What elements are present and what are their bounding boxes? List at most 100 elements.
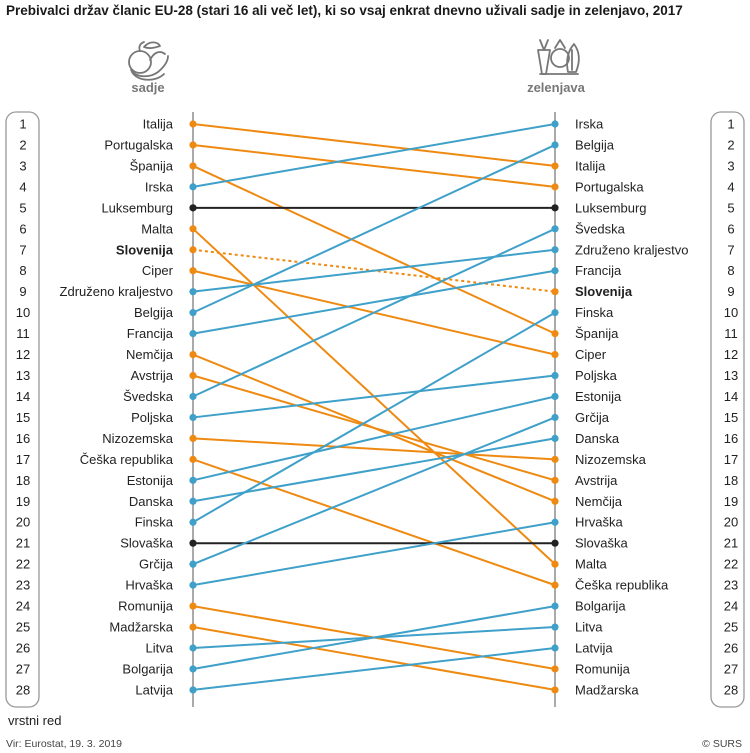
left-point-francija bbox=[189, 330, 197, 338]
right-country-label: Latvija bbox=[575, 641, 613, 656]
left-rank-number: 22 bbox=[16, 557, 30, 572]
left-country-label: Avstrija bbox=[131, 368, 174, 383]
right-point-avstrija bbox=[551, 476, 559, 484]
left-point-malta bbox=[189, 225, 197, 233]
right-point-svedska bbox=[551, 225, 559, 233]
right-point-madzarska bbox=[551, 686, 559, 694]
right-country-label: Hrvaška bbox=[575, 515, 623, 530]
left-country-label: Bolgarija bbox=[122, 661, 173, 676]
right-country-label: Združeno kraljestvo bbox=[575, 242, 688, 257]
left-point-nizozemska bbox=[189, 434, 197, 442]
right-country-label: Malta bbox=[575, 557, 608, 572]
slope-line-svedska bbox=[192, 227, 556, 398]
right-rank-number: 27 bbox=[724, 661, 738, 676]
right-country-label: Italija bbox=[575, 158, 606, 173]
left-country-label: Hrvaška bbox=[125, 578, 173, 593]
left-point-ceska-republika bbox=[189, 455, 197, 463]
left-rank-number: 14 bbox=[16, 389, 30, 404]
left-rank-number: 11 bbox=[16, 326, 30, 341]
right-column-header: zelenjava bbox=[527, 80, 586, 95]
left-country-label: Slovenija bbox=[116, 242, 174, 257]
left-country-label: Portugalska bbox=[104, 137, 173, 152]
right-point-grcija bbox=[551, 413, 559, 422]
left-point-italija bbox=[189, 120, 197, 128]
copyright: © SURS bbox=[702, 738, 742, 750]
chart-title: Prebivalci držav članic EU-28 (stari 16 … bbox=[6, 3, 683, 18]
slope-line-danska bbox=[192, 437, 556, 503]
slope-line-bolgarija bbox=[192, 605, 556, 670]
left-country-label: Estonija bbox=[127, 473, 174, 488]
left-rank-number: 27 bbox=[16, 661, 30, 676]
slope-line-poljska bbox=[192, 374, 556, 419]
rank-axis-label: vrstni red bbox=[8, 713, 62, 728]
right-rank-number: 6 bbox=[727, 221, 734, 236]
right-point-malta bbox=[551, 560, 559, 568]
right-country-label: Češka republika bbox=[575, 578, 669, 593]
left-rank-number: 7 bbox=[19, 242, 26, 257]
left-rank-number: 2 bbox=[19, 137, 26, 152]
left-rank-number: 5 bbox=[19, 200, 26, 215]
left-country-label: Slovaška bbox=[120, 536, 174, 551]
slope-line-grcija bbox=[192, 416, 556, 566]
left-country-label: Francija bbox=[127, 326, 174, 341]
right-point-italija bbox=[551, 162, 559, 170]
left-country-label: Irska bbox=[145, 179, 174, 194]
right-rank-number: 11 bbox=[724, 326, 738, 341]
right-rank-number: 19 bbox=[724, 494, 738, 509]
right-rank-box bbox=[710, 111, 745, 708]
right-rank-number: 21 bbox=[724, 536, 738, 551]
right-point-estonija bbox=[551, 392, 559, 401]
right-rank-number: 1 bbox=[727, 117, 734, 132]
right-point-nizozemska bbox=[551, 455, 559, 463]
right-point-portugalska bbox=[551, 183, 559, 191]
left-country-label: Latvija bbox=[135, 682, 173, 697]
left-rank-number: 13 bbox=[16, 368, 30, 383]
left-rank-number: 26 bbox=[16, 641, 30, 656]
left-country-label: Španija bbox=[130, 158, 174, 173]
right-point-danska bbox=[551, 434, 559, 442]
left-country-label: Ciper bbox=[142, 263, 174, 278]
right-rank-number: 26 bbox=[724, 641, 738, 656]
left-point-zdruzeno-kraljestvo bbox=[189, 288, 197, 296]
right-rank-number: 9 bbox=[727, 284, 734, 299]
slope-line-avstrija bbox=[192, 374, 556, 482]
right-rank-number: 2 bbox=[727, 137, 734, 152]
fruit-icon bbox=[128, 41, 169, 81]
slope-line-spanija bbox=[192, 165, 556, 335]
slope-line-portugalska bbox=[192, 143, 556, 188]
right-point-poljska bbox=[551, 371, 559, 380]
right-rank-number: 28 bbox=[724, 682, 738, 697]
slope-line-nizozemska bbox=[192, 437, 556, 461]
left-point-litva bbox=[189, 644, 197, 652]
right-point-slovaska bbox=[551, 539, 559, 547]
right-country-label: Danska bbox=[575, 431, 620, 446]
slope-line-finska bbox=[192, 311, 556, 524]
right-country-label: Romunija bbox=[575, 661, 631, 676]
right-country-label: Nizozemska bbox=[575, 452, 647, 467]
left-rank-number: 18 bbox=[16, 473, 30, 488]
left-point-slovenija bbox=[189, 246, 197, 254]
right-rank-number: 17 bbox=[724, 452, 738, 467]
right-point-belgija bbox=[551, 141, 559, 149]
left-point-estonija bbox=[189, 476, 197, 484]
right-rank-number: 8 bbox=[727, 263, 734, 278]
left-point-luksemburg bbox=[189, 204, 197, 212]
right-country-label: Estonija bbox=[575, 389, 622, 404]
slope-line-francija bbox=[192, 269, 556, 335]
right-rank-number: 15 bbox=[724, 410, 738, 425]
right-rank-number: 23 bbox=[724, 578, 738, 593]
right-point-ciper bbox=[551, 350, 559, 359]
left-point-grcija bbox=[189, 560, 197, 568]
left-point-madzarska bbox=[189, 623, 197, 631]
right-point-slovenija bbox=[551, 288, 559, 296]
left-country-label: Italija bbox=[143, 117, 174, 132]
right-rank-number: 14 bbox=[724, 389, 738, 404]
left-rank-number: 10 bbox=[16, 305, 30, 320]
left-country-label: Romunija bbox=[118, 599, 174, 614]
left-point-portugalska bbox=[189, 141, 197, 149]
left-rank-number: 21 bbox=[16, 536, 30, 551]
slope-line-madzarska bbox=[192, 626, 556, 691]
left-country-label: Litva bbox=[146, 641, 174, 656]
left-rank-number: 28 bbox=[16, 682, 30, 697]
right-country-label: Bolgarija bbox=[575, 599, 626, 614]
